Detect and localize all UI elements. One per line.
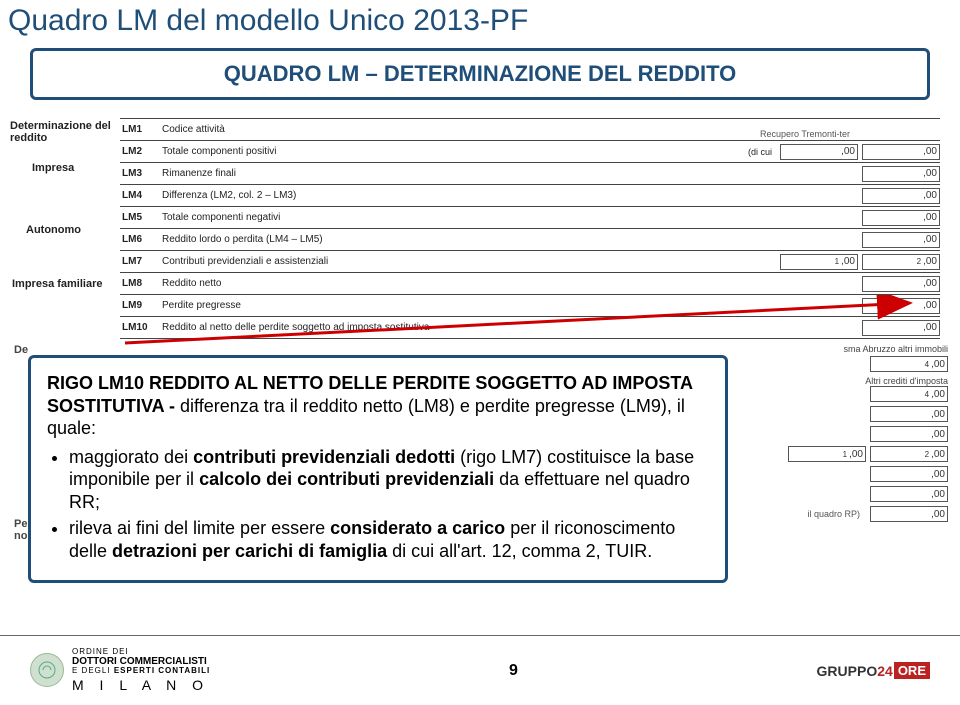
amt-box: ,00 (862, 188, 940, 204)
amt-box: 4,00 (870, 356, 948, 372)
footer-logo-left: ORDINE DEI DOTTORI COMMERCIALISTI E DEGL… (30, 648, 210, 694)
amt-box: ,00 (862, 320, 940, 336)
row-label: Reddito netto (162, 278, 940, 289)
amt-box: ,00 (870, 506, 948, 522)
row-code: LM5 (120, 212, 162, 223)
callout-bullet-1: maggiorato dei contributi previdenziali … (69, 446, 709, 514)
gruppo: GRUPPO (817, 663, 878, 679)
row-extra-label: Recupero Tremonti-ter (760, 129, 850, 139)
amt-box: 1,00 (780, 254, 858, 270)
row-code: LM3 (120, 168, 162, 179)
page-number: 9 (509, 662, 518, 680)
form-row-lm8: LM8Reddito netto,00 (120, 272, 940, 294)
row-boxes: (di cui ,00,00 (748, 144, 940, 160)
row-code: LM1 (120, 124, 162, 135)
row-code: LM9 (120, 300, 162, 311)
amt-box: ,00 (862, 144, 940, 160)
row-label: Perdite pregresse (162, 300, 940, 311)
amt-box: 2,00 (870, 446, 948, 462)
row-boxes: ,00 (862, 276, 940, 292)
callout-bullet-2: rileva ai fini del limite per essere con… (69, 517, 709, 562)
footer-ordine-text: ORDINE DEI DOTTORI COMMERCIALISTI E DEGL… (72, 648, 210, 694)
row-boxes: ,00 (862, 298, 940, 314)
gruppo-ore: ORE (894, 662, 930, 679)
row-code: LM2 (120, 146, 162, 157)
amt-box: ,00 (862, 298, 940, 314)
gruppo24: 24 (877, 663, 893, 679)
amt-box: 2,00 (862, 254, 940, 270)
ord3: E DEGLI (72, 666, 111, 675)
amt-box: ,00 (862, 232, 940, 248)
page-title: Quadro LM del modello Unico 2013-PF (0, 0, 960, 48)
row-label: Totale componenti negativi (162, 212, 940, 223)
footer-logo-right: GRUPPO24ORE (817, 662, 930, 679)
side-det: Determinazione del reddito (10, 120, 118, 144)
side-impfam: Impresa familiare (12, 278, 103, 290)
form-rows: LM1Codice attivitàLM2Totale componenti p… (120, 118, 940, 340)
form-row-lm10: LM10Reddito al netto delle perdite sogge… (120, 316, 940, 338)
row-boxes: ,00 (862, 320, 940, 336)
ordine-badge-icon (30, 653, 64, 687)
form-row-lm4: LM4Differenza (LM2, col. 2 – LM3),00 (120, 184, 940, 206)
ord4: ESPERTI CONTABILI (114, 666, 210, 675)
amt-box: ,00 (780, 144, 858, 160)
section-banner: QUADRO LM – DETERMINAZIONE DEL REDDITO (30, 48, 930, 100)
amt-box: (di cui (748, 147, 772, 157)
row-code: LM7 (120, 256, 162, 267)
row-boxes: 1,002,00 (780, 254, 940, 270)
side-impresa: Impresa (32, 162, 74, 174)
row-label: Reddito al netto delle perdite soggetto … (162, 322, 940, 333)
row-label: Reddito lordo o perdita (LM4 – LM5) (162, 234, 940, 245)
ord-city: M I L A N O (72, 678, 210, 693)
amt-box: ,00 (870, 486, 948, 502)
form-row-lm3: LM3Rimanenze finali,00 (120, 162, 940, 184)
form-row-lm2: LM2Totale componenti positiviRecupero Tr… (120, 140, 940, 162)
amt-box: ,00 (870, 406, 948, 422)
amt-box: ,00 (862, 210, 940, 226)
side-autonomo: Autonomo (26, 224, 81, 236)
row-label: Rimanenze finali (162, 168, 940, 179)
amt-box: ,00 (862, 166, 940, 182)
amt-box: 1,00 (788, 446, 866, 462)
footer: ORDINE DEI DOTTORI COMMERCIALISTI E DEGL… (0, 635, 960, 705)
row-boxes: ,00 (862, 210, 940, 226)
ord1: ORDINE DEI (72, 648, 210, 657)
row-label: Differenza (LM2, col. 2 – LM3) (162, 190, 940, 201)
row-code: LM6 (120, 234, 162, 245)
row-boxes: ,00 (862, 232, 940, 248)
row-boxes: ,00 (862, 166, 940, 182)
note-abruzzo: sma Abruzzo altri immobili (688, 344, 948, 354)
side-de-frag: De (14, 344, 28, 356)
form-row-lm7: LM7Contributi previdenziali e assistenzi… (120, 250, 940, 272)
row-code: LM10 (120, 322, 162, 333)
amt-box: ,00 (870, 466, 948, 482)
amt-box: 4,00 (870, 386, 948, 402)
callout-box: RIGO LM10 REDDITO AL NETTO DELLE PERDITE… (28, 355, 728, 583)
row-code: LM4 (120, 190, 162, 201)
amt-box: ,00 (870, 426, 948, 442)
form-row-lm9: LM9Perdite pregresse,00 (120, 294, 940, 316)
form-row-lm6: LM6Reddito lordo o perdita (LM4 – LM5),0… (120, 228, 940, 250)
partial-label: il quadro RP) (807, 509, 860, 519)
form-row-lm5: LM5Totale componenti negativi,00 (120, 206, 940, 228)
row-code: LM8 (120, 278, 162, 289)
row-boxes: ,00 (862, 188, 940, 204)
amt-box: ,00 (862, 276, 940, 292)
